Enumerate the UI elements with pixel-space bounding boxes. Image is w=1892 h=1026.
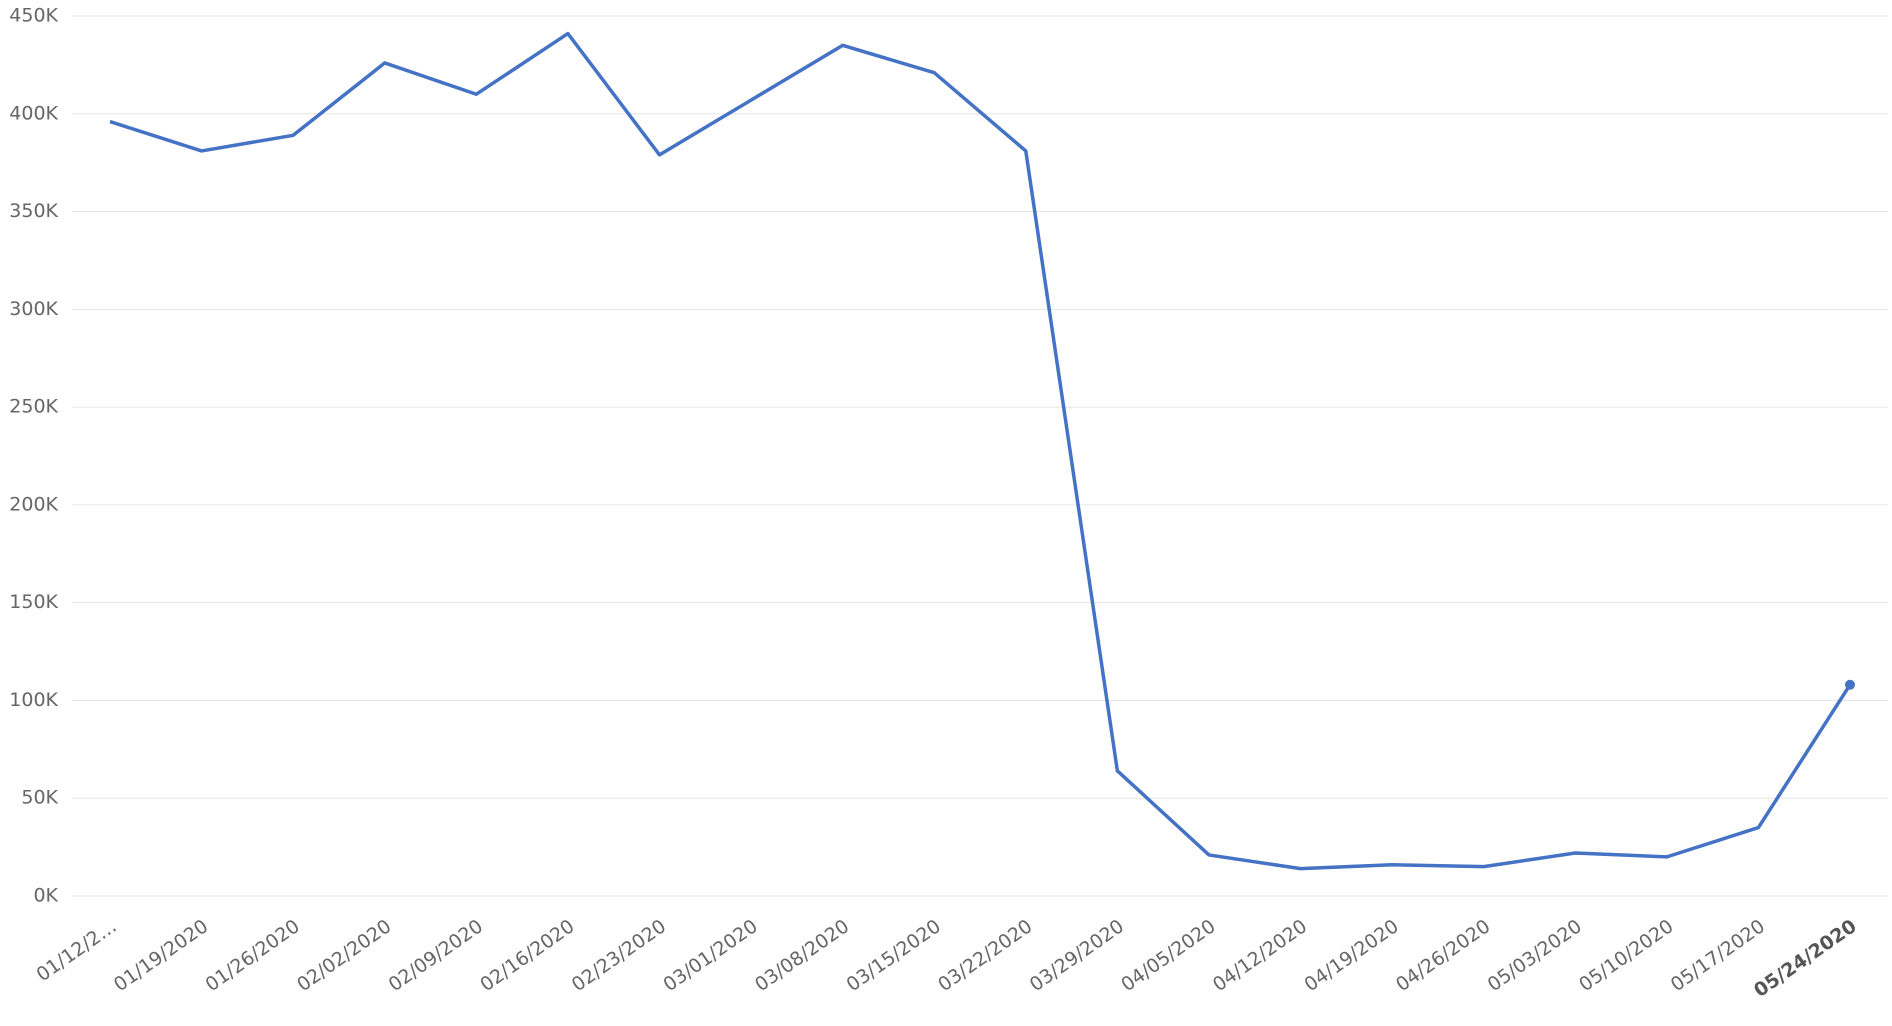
x-tick-label: 03/29/2020 xyxy=(1026,915,1128,996)
x-tick-label: 03/15/2020 xyxy=(843,915,945,996)
y-tick-label: 350K xyxy=(9,200,58,222)
y-tick-label: 100K xyxy=(9,689,58,711)
x-tick-label: 05/03/2020 xyxy=(1484,915,1586,996)
y-tick-label: 300K xyxy=(9,298,58,320)
line xyxy=(109,31,1852,871)
x-tick-label: 03/08/2020 xyxy=(751,915,853,996)
point xyxy=(1845,679,1855,690)
x-tick-label: 03/01/2020 xyxy=(659,915,761,996)
x-tick-label: 01/26/2020 xyxy=(201,915,303,996)
x-tick-label: 04/19/2020 xyxy=(1300,915,1402,996)
x-tick-label: 05/10/2020 xyxy=(1575,915,1677,996)
y-tick-label: 0K xyxy=(33,885,58,907)
y-tick-label: 150K xyxy=(9,591,58,613)
x-tick-label: 02/09/2020 xyxy=(385,915,487,996)
x-tick-label: 03/22/2020 xyxy=(934,915,1036,996)
y-tick-label: 400K xyxy=(9,102,58,124)
x-tick-label: 02/02/2020 xyxy=(293,915,395,996)
y-tick-label: 50K xyxy=(21,787,58,809)
x-tick-label: 04/12/2020 xyxy=(1209,915,1311,996)
x-tick-label: 02/16/2020 xyxy=(476,915,578,996)
y-tick-label: 200K xyxy=(9,493,58,515)
x-tick-label: 04/05/2020 xyxy=(1117,915,1219,996)
y-tick-label: 450K xyxy=(9,5,58,27)
y-tick-label: 250K xyxy=(9,396,58,418)
x-tick-label: 04/26/2020 xyxy=(1392,915,1494,996)
x-tick-label: 02/23/2020 xyxy=(568,915,670,996)
x-tick-label: 05/24/2020 xyxy=(1750,915,1861,1002)
x-tick-label: 01/12/2… xyxy=(32,915,120,986)
x-tick-label: 01/19/2020 xyxy=(110,915,212,996)
